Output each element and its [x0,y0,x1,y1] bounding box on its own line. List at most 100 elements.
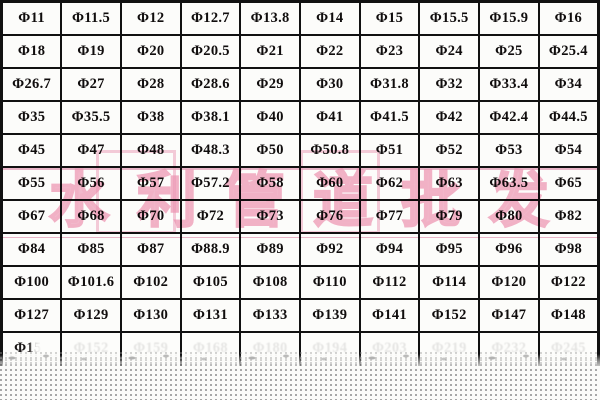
table-cell: Φ16 [537,0,600,36]
cell-value: Φ52 [435,141,463,158]
cell-value: Φ33.4 [489,75,529,92]
table-cell: Φ120 [478,264,540,300]
table-cell: Φ56 [60,165,122,201]
table-row: Φ26.7 Φ27 Φ28 Φ28.6 Φ29 Φ30 Φ31.8 Φ32 Φ33.4 Φ34 [0,66,600,102]
table-cell: Φ194 [298,330,361,365]
table-cell: Φ79 [418,198,480,234]
cell-value: Φ94 [375,240,404,257]
cell-value: Φ12 [137,9,165,26]
cell-value: Φ15 [375,9,404,26]
cell-value: Φ147 [491,306,527,323]
cell-value: Φ72 [196,207,225,224]
cell-value: Φ131 [192,306,228,323]
cell-value: Φ34 [554,75,583,92]
table-cell: Φ89 [239,231,301,267]
table-cell: Φ12.7 [179,0,242,36]
table-cell: Φ98 [537,231,600,267]
cell-value: Φ159 [133,339,169,356]
table-cell: Φ48 [119,132,182,168]
table-cell: Φ38.1 [179,99,242,135]
table-cell: Φ67 [0,198,63,234]
table-cell: Φ72 [179,198,242,234]
diameter-spec-table: Φ11 Φ11.5 Φ12 Φ12.7 Φ13.8 Φ14 Φ15 Φ15.5 Φ15.9 Φ16… [0,0,600,365]
cell-value: Φ85 [77,240,105,257]
table-cell: Φ131 [179,297,242,333]
table-cell: Φ127 [0,297,63,333]
table-row: Φ67 Φ68 Φ70 Φ72 Φ73 Φ76 Φ77 Φ79 Φ80 Φ82 [0,198,600,234]
cell-value: Φ108 [252,273,288,290]
table-row: Φ55 Φ56 Φ57 Φ57.2 Φ58 Φ60 Φ62 Φ63 Φ63.5 Φ65 [0,165,600,201]
cell-value: Φ28 [137,75,165,92]
table-cell: Φ40 [239,99,301,135]
cell-value: Φ54 [554,141,583,158]
cell-value: Φ25 [495,42,523,59]
cell-value: Φ57.2 [190,174,230,191]
cell-value: Φ32 [435,75,463,92]
table-cell: Φ141 [358,297,421,333]
table-cell: Φ139 [298,297,361,333]
table-row: Φ35 Φ35.5 Φ38 Φ38.1 Φ40 Φ41 Φ41.5 Φ42 Φ42.4 Φ44.5 [0,99,600,135]
cell-value: Φ110 [312,273,347,290]
cell-value: Φ35 [17,108,46,125]
table-cell: Φ82 [537,198,600,234]
table-cell: Φ21 [239,33,301,69]
cell-value: Φ30 [316,75,344,92]
table-cell: Φ150 [0,330,63,365]
table-cell: Φ92 [298,231,361,267]
cell-value: Φ89 [256,240,284,257]
table-cell: Φ35 [0,99,63,135]
table-cell: Φ105 [179,264,242,300]
table-row: Φ127 Φ129 Φ130 Φ131 Φ133 Φ139 Φ141 Φ152 Φ147 Φ148 [0,297,600,333]
table-cell: Φ88.9 [179,231,242,267]
cell-value: Φ48.3 [190,141,230,158]
cell-value: Φ112 [372,273,407,290]
cell-value: Φ148 [550,306,586,323]
cell-value: Φ38 [137,108,165,125]
cell-value: Φ141 [371,306,407,323]
table-cell: Φ22 [298,33,361,69]
cell-value: Φ65 [554,174,583,191]
cell-value: Φ45 [17,141,46,158]
table-cell: Φ38 [119,99,182,135]
cell-value: Φ120 [491,273,527,290]
cell-value: Φ20 [137,42,165,59]
table-cell: Φ122 [537,264,600,300]
table-cell: Φ47 [60,132,122,168]
table-cell: Φ159 [119,330,182,365]
table-cell: Φ108 [239,264,301,300]
cell-value: Φ41 [316,108,344,125]
table-cell: Φ15.5 [418,0,480,36]
cell-value: Φ63.5 [489,174,529,191]
table-row: Φ84 Φ85 Φ87 Φ88.9 Φ89 Φ92 Φ94 Φ95 Φ96 Φ98 [0,231,600,267]
cell-value: Φ21 [256,42,284,59]
table-cell: Φ12 [119,0,182,36]
cell-value: Φ25.4 [548,42,588,59]
cell-value: Φ26.7 [12,75,52,92]
cell-value: Φ14 [316,9,344,26]
table-cell: Φ112 [358,264,421,300]
cell-value: Φ24 [435,42,463,59]
table-cell: Φ152 [60,330,122,365]
table-cell: Φ48.3 [179,132,242,168]
table-cell: Φ148 [537,297,600,333]
cell-value: Φ87 [137,240,165,257]
table-cell: Φ28 [119,66,182,102]
table-cell: Φ62 [358,165,421,201]
cell-value: Φ129 [73,306,109,323]
cell-value: Φ58 [256,174,284,191]
cell-value: Φ88.9 [190,240,230,257]
table-cell: Φ30 [298,66,361,102]
cell-value: Φ76 [316,207,344,224]
cell-value: Φ35.5 [71,108,111,125]
cell-value: Φ96 [495,240,523,257]
cell-value: Φ15.5 [429,9,469,26]
table-cell: Φ87 [119,231,182,267]
cell-value: Φ18 [17,42,46,59]
table-cell: Φ34 [537,66,600,102]
cell-value: Φ50.8 [310,141,350,158]
table-cell: Φ65 [537,165,600,201]
table-cell: Φ14 [298,0,361,36]
cell-value: Φ133 [252,306,288,323]
table-cell: Φ41 [298,99,361,135]
